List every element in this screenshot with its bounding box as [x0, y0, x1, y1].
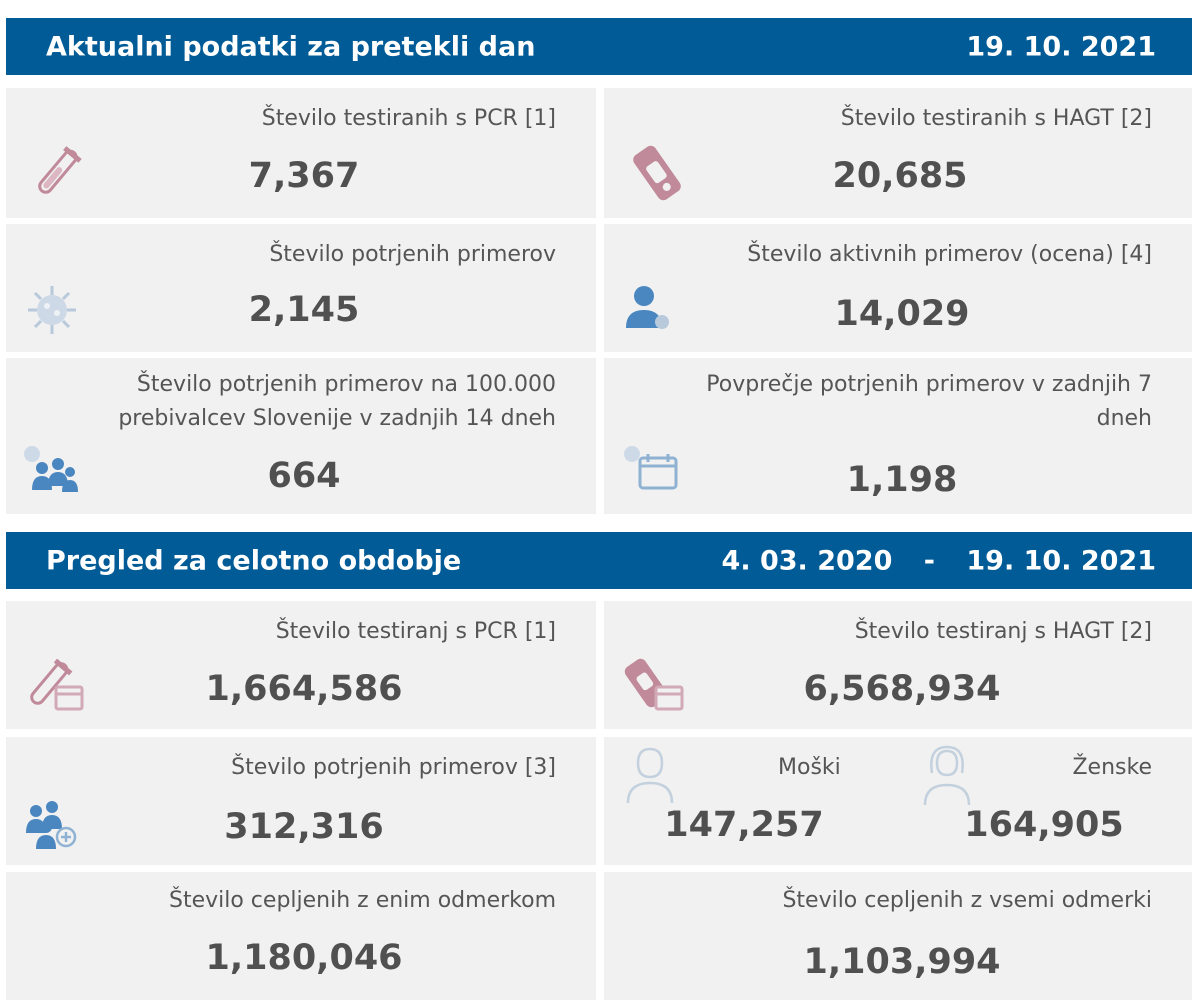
- card-label: Število cepljenih z enim odmerkom: [168, 888, 556, 913]
- overall-date-to: 19. 10. 2021: [966, 545, 1156, 576]
- calendar-virus-icon: [620, 442, 684, 502]
- card-daily-hagt: Število testiranih s HAGT [2] 20,685: [604, 88, 1192, 218]
- card-value: 2,145: [248, 290, 360, 330]
- card-value: 20,685: [832, 156, 968, 196]
- male-value: 147,257: [664, 805, 824, 845]
- virus-icon: [24, 282, 80, 342]
- card-overall-vacc-all: Število cepljenih z vsemi odmerki 1,103,…: [604, 872, 1192, 1000]
- card-label: Število potrjenih primerov [3]: [231, 755, 556, 780]
- card-value: 1,180,046: [205, 938, 403, 978]
- card-value: 1,103,994: [803, 942, 1001, 982]
- card-value: 1,664,586: [205, 669, 403, 709]
- card-overall-vacc-one: Število cepljenih z enim odmerkom 1,180,…: [6, 872, 596, 1000]
- card-label: Število testiranih s PCR [1]: [261, 106, 556, 131]
- card-label: Število potrjenih primerov na 100.000 pr…: [118, 368, 556, 436]
- card-label: Število aktivnih primerov (ocena) [4]: [747, 242, 1152, 267]
- overall-header: Pregled za celotno obdobje 4. 03. 2020 -…: [6, 532, 1192, 589]
- man-icon: [624, 743, 676, 809]
- daily-header-date: 19. 10. 2021: [966, 31, 1156, 62]
- male-label: Moški: [778, 755, 841, 780]
- card-value: 1,198: [846, 460, 958, 500]
- card-label: Število testiranj s HAGT [2]: [854, 619, 1152, 644]
- overall-header-dates: 4. 03. 2020 - 19. 10. 2021: [722, 545, 1156, 576]
- card-label: Število testiranj s PCR [1]: [275, 619, 556, 644]
- card-daily-active: Število aktivnih primerov (ocena) [4] 14…: [604, 224, 1192, 352]
- rapid-test-calendar-icon: [620, 655, 686, 721]
- card-overall-pcr: Število testiranj s PCR [1] 1,664,586: [6, 601, 596, 729]
- card-daily-pcr: Število testiranih s PCR [1] 7,367: [6, 88, 596, 218]
- overall-date-from: 4. 03. 2020: [721, 545, 893, 576]
- test-tube-calendar-icon: [22, 657, 88, 721]
- card-value: 312,316: [224, 807, 384, 847]
- woman-icon: [920, 743, 974, 811]
- overall-header-title: Pregled za celotno obdobje: [46, 545, 462, 576]
- female-label: Ženske: [1072, 755, 1152, 780]
- group-virus-icon: [20, 444, 84, 504]
- card-overall-confirmed: Število potrjenih primerov [3] 312,316: [6, 737, 596, 865]
- card-overall-gender: Moški 147,257 Ženske 164,905: [604, 737, 1192, 865]
- card-label-line1: Število potrjenih primerov na 100.000: [136, 372, 556, 397]
- female-value: 164,905: [964, 805, 1124, 845]
- daily-header: Aktualni podatki za pretekli dan 19. 10.…: [6, 18, 1192, 75]
- test-tube-icon: [26, 144, 86, 208]
- card-overall-hagt: Število testiranj s HAGT [2] 6,568,934: [604, 601, 1192, 729]
- card-label: Število cepljenih z vsemi odmerki: [782, 888, 1152, 913]
- person-virus-icon: [622, 280, 678, 340]
- group-plus-icon: [22, 797, 86, 857]
- card-value: 7,367: [248, 156, 360, 196]
- overall-date-separator: -: [923, 545, 935, 576]
- card-label: Število testiranih s HAGT [2]: [840, 106, 1152, 131]
- card-label-line1: Povprečje potrjenih primerov v zadnjih 7: [706, 372, 1152, 397]
- card-label: Število potrjenih primerov: [269, 242, 556, 267]
- card-value: 14,029: [834, 294, 970, 334]
- card-value: 6,568,934: [803, 669, 1001, 709]
- card-label-line2: dneh: [1096, 406, 1152, 431]
- card-label: Povprečje potrjenih primerov v zadnjih 7…: [706, 368, 1152, 436]
- daily-header-title: Aktualni podatki za pretekli dan: [46, 31, 536, 62]
- card-daily-avg7: Povprečje potrjenih primerov v zadnjih 7…: [604, 358, 1192, 514]
- card-value: 664: [267, 456, 341, 496]
- card-daily-per100k: Število potrjenih primerov na 100.000 pr…: [6, 358, 596, 514]
- card-daily-confirmed: Število potrjenih primerov 2,145: [6, 224, 596, 352]
- card-label-line2: prebivalcev Slovenije v zadnjih 14 dneh: [118, 406, 556, 431]
- rapid-test-icon: [624, 140, 690, 210]
